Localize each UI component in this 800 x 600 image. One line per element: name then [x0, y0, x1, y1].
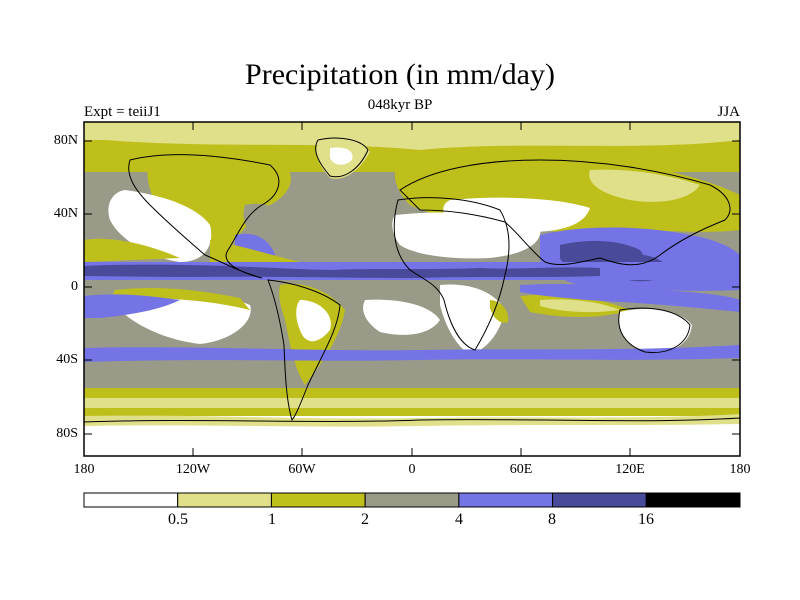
lat-label-40n: 40N [53, 206, 78, 221]
colorbar-box [645, 492, 741, 508]
colorbar-box [458, 492, 554, 508]
lon-label-120e: 120E [615, 462, 645, 477]
lat-label-80n: 80N [53, 133, 78, 148]
lon-label-60w: 60W [288, 462, 316, 477]
colorbar-label-2: 2 [361, 511, 369, 528]
colorbar-box [270, 492, 366, 508]
period-label: 048kyr BP [367, 97, 433, 113]
lon-ticks [83, 122, 741, 456]
colorbar-label-1: 1 [268, 511, 276, 528]
colorbar-box [83, 492, 179, 508]
map-title: Precipitation (in mm/day) [245, 58, 555, 91]
lon-label-180w: 180 [73, 462, 95, 477]
colorbar-box [177, 492, 272, 508]
colorbar-label-0-5: 0.5 [168, 511, 188, 528]
colorbar-box [552, 492, 647, 508]
colorbar-label-4: 4 [455, 511, 463, 528]
precipitation-field [84, 122, 740, 456]
lat-label-80s: 80S [56, 426, 78, 441]
colorbar-label-16: 16 [638, 511, 654, 528]
experiment-label: Expt = teiiJ1 [84, 104, 161, 120]
colorbar-box [364, 492, 460, 508]
season-label: JJA [717, 104, 740, 120]
colorbar [83, 492, 741, 508]
lon-label-60e: 60E [509, 462, 533, 477]
lat-ticks [84, 140, 740, 435]
lon-label-0: 0 [408, 462, 416, 477]
lon-label-180e: 180 [729, 462, 751, 477]
colorbar-label-8: 8 [548, 511, 556, 528]
lon-label-120w: 120W [175, 462, 211, 477]
coastlines [83, 137, 741, 423]
lat-label-40s: 40S [56, 352, 78, 367]
lat-label-0: 0 [71, 279, 78, 294]
